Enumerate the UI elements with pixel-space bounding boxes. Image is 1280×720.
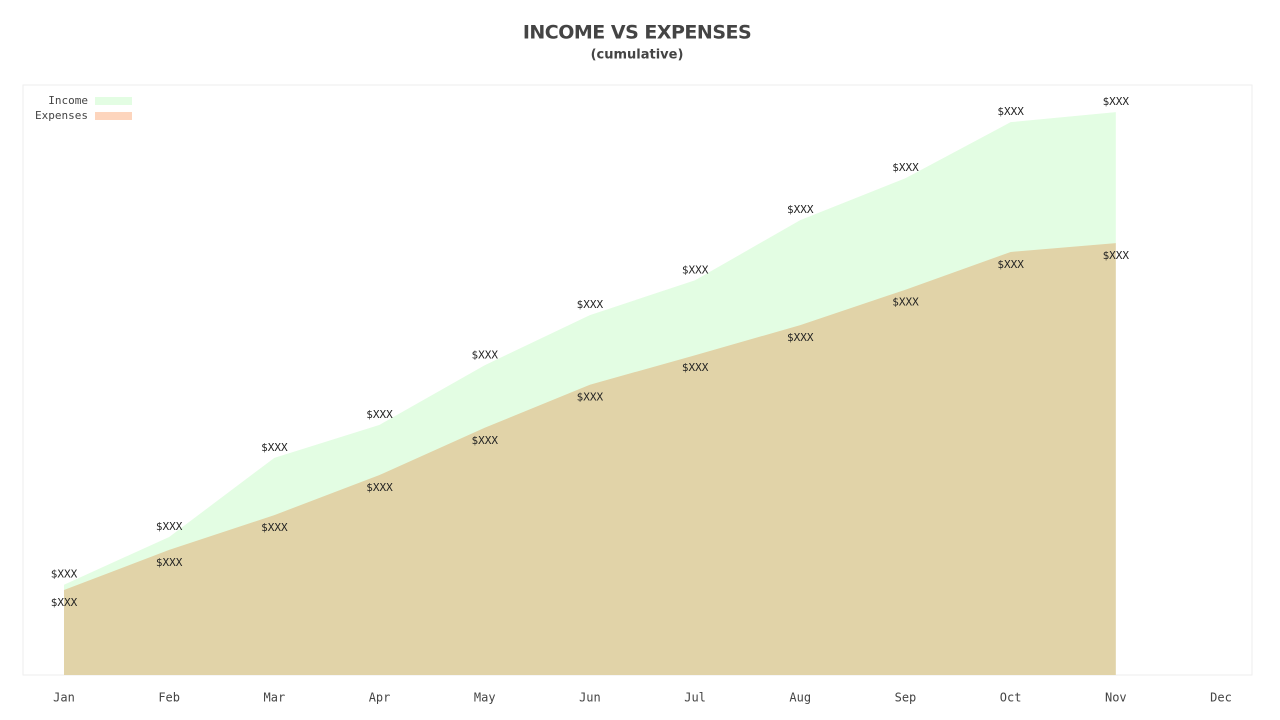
legend-swatch — [95, 112, 132, 120]
data-label: $XXX — [1103, 95, 1130, 108]
data-label: $XXX — [51, 568, 78, 581]
x-tick-label: Jun — [579, 691, 601, 705]
data-label: $XXX — [682, 263, 709, 276]
x-tick-label: Apr — [369, 691, 391, 705]
data-label: $XXX — [261, 441, 288, 454]
x-tick-label: May — [474, 691, 496, 705]
chart-title: INCOME VS EXPENSES — [523, 22, 751, 44]
data-label: $XXX — [997, 105, 1024, 118]
x-tick-label: Jan — [53, 691, 75, 705]
x-tick-label: Sep — [895, 691, 917, 705]
x-tick-label: Jul — [684, 691, 706, 705]
data-label: $XXX — [366, 408, 393, 421]
data-label: $XXX — [366, 481, 393, 494]
x-tick-label: Mar — [264, 691, 286, 705]
data-label: $XXX — [261, 521, 288, 534]
data-label: $XXX — [997, 258, 1024, 271]
data-label: $XXX — [156, 556, 183, 569]
area — [64, 243, 1116, 675]
data-label: $XXX — [156, 520, 183, 533]
data-label: $XXX — [471, 348, 498, 361]
legend-label: Expenses — [35, 109, 88, 122]
data-label: $XXX — [51, 596, 78, 609]
x-tick-label: Dec — [1210, 691, 1232, 705]
data-label: $XXX — [787, 331, 814, 344]
x-tick-label: Nov — [1105, 691, 1127, 705]
data-label: $XXX — [787, 203, 814, 216]
data-label: $XXX — [682, 361, 709, 374]
legend-swatch — [95, 97, 132, 105]
x-tick-label: Feb — [158, 691, 180, 705]
data-label: $XXX — [577, 391, 604, 404]
x-tick-label: Oct — [1000, 691, 1022, 705]
data-label: $XXX — [471, 434, 498, 447]
x-tick-label: Aug — [789, 691, 811, 705]
data-label: $XXX — [577, 298, 604, 311]
chart-subtitle: (cumulative) — [591, 48, 684, 63]
data-label: $XXX — [892, 296, 919, 309]
data-label: $XXX — [1103, 249, 1130, 262]
legend-label: Income — [48, 94, 88, 107]
data-label: $XXX — [892, 161, 919, 174]
